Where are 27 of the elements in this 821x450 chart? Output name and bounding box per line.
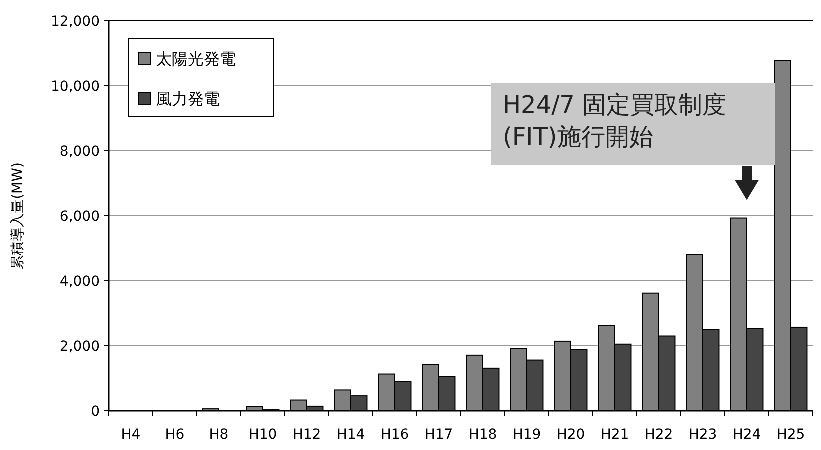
x-tick-label: H8 [209,427,229,443]
y-axis-title: 累積導入量(MW) [10,162,26,270]
y-tick-label: 4,000 [60,274,100,290]
x-tick-label: H16 [380,427,410,443]
y-tick-label: 2,000 [60,338,100,355]
legend-label: 風力発電 [156,90,220,109]
x-tick-label: H14 [336,427,366,443]
x-tick-label: H10 [248,427,278,443]
x-tick-label: H25 [776,427,806,443]
legend-label: 太陽光発電 [156,50,236,69]
x-tick-label: H24 [732,427,762,443]
y-tick-label: 10,000 [51,78,100,95]
x-tick-label: H22 [644,427,674,443]
x-tick-label: H20 [556,427,586,443]
x-tick-label: H21 [600,427,630,443]
x-tick-label: H12 [292,427,322,443]
y-tick-label: 12,000 [51,14,100,30]
x-tick-label: H17 [424,427,454,443]
x-tick-label: H19 [512,427,542,443]
x-tick-label: H4 [121,427,141,443]
x-tick-label: H23 [688,427,718,443]
y-tick-label: 6,000 [60,208,100,225]
x-tick-label: H18 [468,427,498,443]
x-tick-label: H6 [165,427,185,443]
annotation: H24/7 固定買取制度 (FIT)施行開始 [503,91,727,151]
y-tick-label: 8,000 [60,144,100,160]
y-tick-label: 0 [91,404,100,420]
